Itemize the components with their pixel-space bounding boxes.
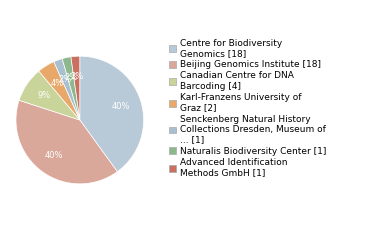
Wedge shape (19, 71, 80, 120)
Text: 9%: 9% (37, 91, 51, 100)
Wedge shape (54, 59, 80, 120)
Text: 2%: 2% (58, 75, 71, 84)
Wedge shape (80, 56, 144, 172)
Text: 2%: 2% (64, 73, 78, 82)
Legend: Centre for Biodiversity
Genomics [18], Beijing Genomics Institute [18], Canadian: Centre for Biodiversity Genomics [18], B… (168, 39, 327, 177)
Text: 40%: 40% (45, 151, 63, 160)
Text: 40%: 40% (112, 102, 130, 111)
Wedge shape (39, 62, 80, 120)
Wedge shape (62, 57, 80, 120)
Text: 4%: 4% (50, 79, 63, 88)
Text: 2%: 2% (70, 72, 83, 81)
Wedge shape (71, 56, 80, 120)
Wedge shape (16, 100, 117, 184)
